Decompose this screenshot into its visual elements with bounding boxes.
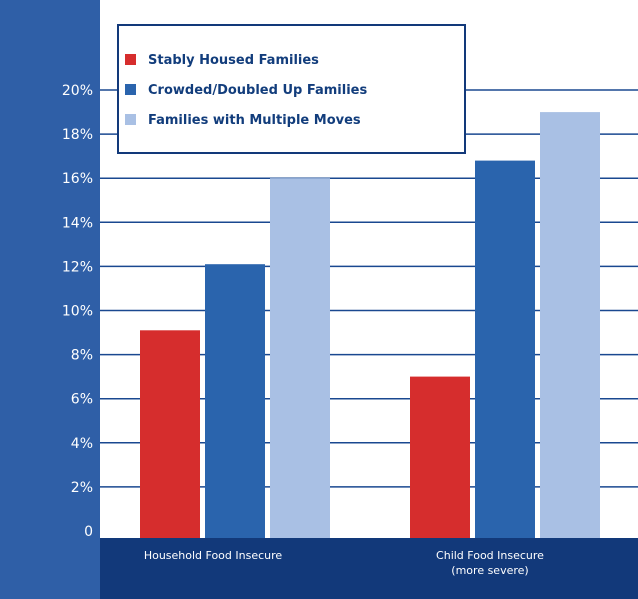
- y-tick-label: 18%: [62, 127, 93, 143]
- y-tick-label: 4%: [71, 436, 93, 452]
- y-tick-label: 16%: [62, 171, 93, 187]
- category-band: [100, 538, 638, 599]
- y-tick-label: 12%: [62, 259, 93, 275]
- x-category-label: Child Food Insecure: [436, 549, 544, 562]
- bar: [540, 112, 600, 538]
- y-axis-ticks: 0 2% 4% 6% 8% 10% 12% 14% 16% 18% 20%: [62, 83, 93, 540]
- legend-swatch: [125, 114, 136, 125]
- y-tick-label: 20%: [62, 83, 93, 99]
- y-tick-label: 10%: [62, 304, 93, 320]
- bar: [140, 330, 200, 538]
- legend-box: [117, 24, 466, 154]
- legend-swatch: [125, 54, 136, 65]
- bars: [140, 112, 600, 538]
- legend-swatch: [125, 84, 136, 95]
- y-tick-label: 6%: [71, 392, 93, 408]
- y-axis-panel: [0, 0, 100, 599]
- x-axis-categories: Household Food Insecure Child Food Insecu…: [144, 549, 544, 577]
- bar: [410, 376, 470, 538]
- y-tick-label: 8%: [71, 348, 93, 364]
- y-tick-label: 2%: [71, 480, 93, 496]
- bar: [475, 160, 535, 538]
- bar: [205, 264, 265, 538]
- legend: Stably Housed Families Crowded/Doubled Up…: [117, 24, 466, 154]
- legend-label: Crowded/Doubled Up Families: [148, 83, 367, 98]
- legend-label: Families with Multiple Moves: [148, 113, 361, 128]
- y-tick-label: 14%: [62, 215, 93, 231]
- legend-label: Stably Housed Families: [148, 53, 319, 68]
- x-category-label: Household Food Insecure: [144, 549, 283, 562]
- y-tick-label: 0: [84, 524, 93, 540]
- legend-items: Stably Housed Families Crowded/Doubled Up…: [125, 53, 367, 128]
- x-category-label: (more severe): [451, 564, 528, 577]
- bar: [270, 178, 330, 538]
